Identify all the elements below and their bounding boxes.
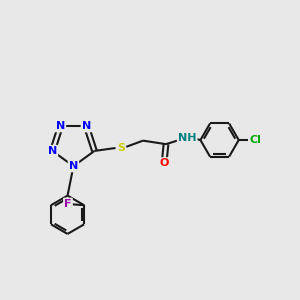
Text: N: N	[48, 146, 57, 156]
Text: S: S	[117, 143, 125, 153]
Text: N: N	[82, 121, 91, 131]
Text: N: N	[69, 161, 78, 171]
Text: F: F	[64, 199, 72, 209]
Text: Cl: Cl	[250, 135, 262, 145]
Text: NH: NH	[178, 133, 196, 143]
Text: O: O	[160, 158, 169, 168]
Text: N: N	[56, 121, 65, 131]
